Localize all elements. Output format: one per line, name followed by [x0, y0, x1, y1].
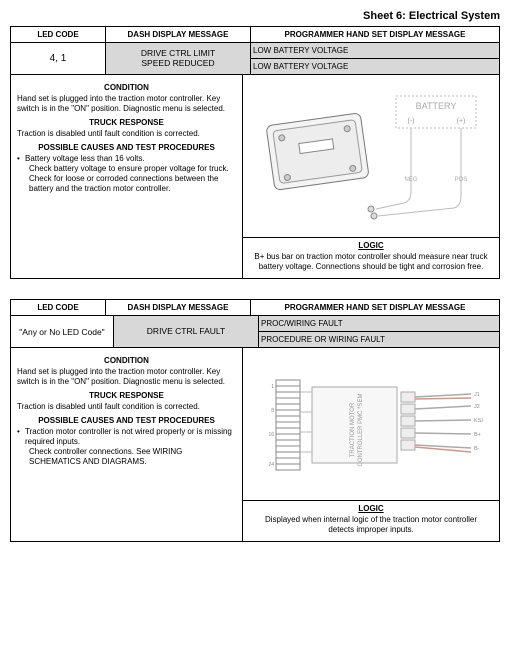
logic-text: B+ bus bar on traction motor controller …	[243, 250, 499, 278]
dash-msg: DRIVE CTRL FAULT	[114, 316, 259, 347]
cause-1: Battery voltage less than 16 volts.	[25, 154, 236, 164]
body-row: CONDITION Hand set is plugged into the t…	[11, 75, 499, 278]
fault-box-2: LED CODE DASH DISPLAY MESSAGE PROGRAMMER…	[10, 299, 500, 542]
svg-text:J2: J2	[474, 404, 480, 410]
hdr-led: LED CODE	[11, 300, 106, 315]
header-row: LED CODE DASH DISPLAY MESSAGE PROGRAMMER…	[11, 27, 499, 43]
truck-title: TRUCK RESPONSE	[17, 118, 236, 128]
causes-title: POSSIBLE CAUSES AND TEST PROCEDURES	[17, 143, 236, 153]
header-row: LED CODE DASH DISPLAY MESSAGE PROGRAMMER…	[11, 300, 499, 316]
truck-text: Traction is disabled until fault conditi…	[17, 402, 236, 412]
bullet-1: • Battery voltage less than 16 volts.	[17, 154, 236, 164]
right-pane: 1 8 16 24 TRACTION MOTOR CONTROLLER PMC *S…	[243, 348, 499, 541]
logic-title: LOGIC	[243, 238, 499, 250]
svg-text:8: 8	[271, 408, 274, 414]
prog-msg-1: LOW BATTERY VOLTAGE	[251, 43, 499, 59]
logic-box: LOGIC Displayed when internal logic of t…	[243, 500, 499, 541]
logic-title: LOGIC	[243, 501, 499, 513]
truck-title: TRUCK RESPONSE	[17, 391, 236, 401]
svg-text:J1: J1	[474, 392, 480, 398]
svg-text:(-): (-)	[408, 118, 415, 125]
svg-text:(+): (+)	[457, 118, 466, 125]
bullet-icon: •	[17, 154, 25, 164]
condition-text: Hand set is plugged into the traction mo…	[17, 367, 236, 387]
prog-stack: PROC/WIRING FAULT PROCEDURE OR WIRING FA…	[259, 316, 499, 347]
hdr-dash: DASH DISPLAY MESSAGE	[106, 27, 251, 42]
svg-text:POS: POS	[455, 177, 468, 183]
svg-text:BATTERY: BATTERY	[416, 101, 457, 111]
svg-text:24: 24	[268, 462, 274, 468]
prog-msg-2: PROCEDURE OR WIRING FAULT	[259, 332, 499, 347]
left-pane: CONDITION Hand set is plugged into the t…	[11, 75, 243, 278]
fault-box-1: LED CODE DASH DISPLAY MESSAGE PROGRAMMER…	[10, 26, 500, 279]
svg-text:TRACTION MOTOR: TRACTION MOTOR	[350, 402, 356, 457]
cause-1a: Check controller connections. See WIRING…	[29, 447, 236, 467]
cause-1: Traction motor controller is not wired p…	[25, 427, 236, 447]
led-code: "Any or No LED Code"	[11, 316, 114, 347]
cause-1a: Check battery voltage to ensure proper v…	[29, 164, 236, 174]
prog-msg-1: PROC/WIRING FAULT	[259, 316, 499, 332]
svg-text:B-: B-	[474, 446, 480, 452]
hdr-led: LED CODE	[11, 27, 106, 42]
bullet-1: • Traction motor controller is not wired…	[17, 427, 236, 447]
data-row: "Any or No LED Code" DRIVE CTRL FAULT PR…	[11, 316, 499, 348]
left-pane: CONDITION Hand set is plugged into the t…	[11, 348, 243, 541]
svg-text:CONTROLLER PMC *SEM: CONTROLLER PMC *SEM	[358, 393, 364, 466]
condition-title: CONDITION	[17, 83, 236, 93]
body-row: CONDITION Hand set is plugged into the t…	[11, 348, 499, 541]
condition-title: CONDITION	[17, 356, 236, 366]
logic-box: LOGIC B+ bus bar on traction motor contr…	[243, 237, 499, 278]
condition-text: Hand set is plugged into the traction mo…	[17, 94, 236, 114]
sheet-title: Sheet 6: Electrical System	[10, 10, 500, 22]
led-code: 4, 1	[11, 43, 106, 74]
hdr-prog: PROGRAMMER HAND SET DISPLAY MESSAGE	[251, 27, 499, 42]
data-row: 4, 1 DRIVE CTRL LIMIT SPEED REDUCED LOW …	[11, 43, 499, 75]
right-pane: BATTERY (-) (+) NEG POS LOGIC B+ bus bar…	[243, 75, 499, 278]
prog-stack: LOW BATTERY VOLTAGE LOW BATTERY VOLTAGE	[251, 43, 499, 74]
logic-text: Displayed when internal logic of the tra…	[243, 513, 499, 541]
svg-text:NEG: NEG	[404, 177, 417, 183]
svg-text:1: 1	[271, 384, 274, 390]
svg-text:16: 16	[268, 432, 274, 438]
svg-text:KSI: KSI	[474, 418, 483, 424]
truck-text: Traction is disabled until fault conditi…	[17, 129, 236, 139]
dash-msg: DRIVE CTRL LIMIT SPEED REDUCED	[106, 43, 251, 74]
svg-text:B+: B+	[474, 432, 481, 438]
diagram-controller: 1 8 16 24 TRACTION MOTOR CONTROLLER PMC *S…	[243, 348, 499, 500]
prog-msg-2: LOW BATTERY VOLTAGE	[251, 59, 499, 74]
bullet-icon: •	[17, 427, 25, 447]
hdr-dash: DASH DISPLAY MESSAGE	[106, 300, 251, 315]
hdr-prog: PROGRAMMER HAND SET DISPLAY MESSAGE	[251, 300, 499, 315]
diagram-battery: BATTERY (-) (+) NEG POS	[243, 75, 499, 237]
causes-title: POSSIBLE CAUSES AND TEST PROCEDURES	[17, 416, 236, 426]
cause-1b: Check for loose or corroded connections …	[29, 174, 236, 194]
